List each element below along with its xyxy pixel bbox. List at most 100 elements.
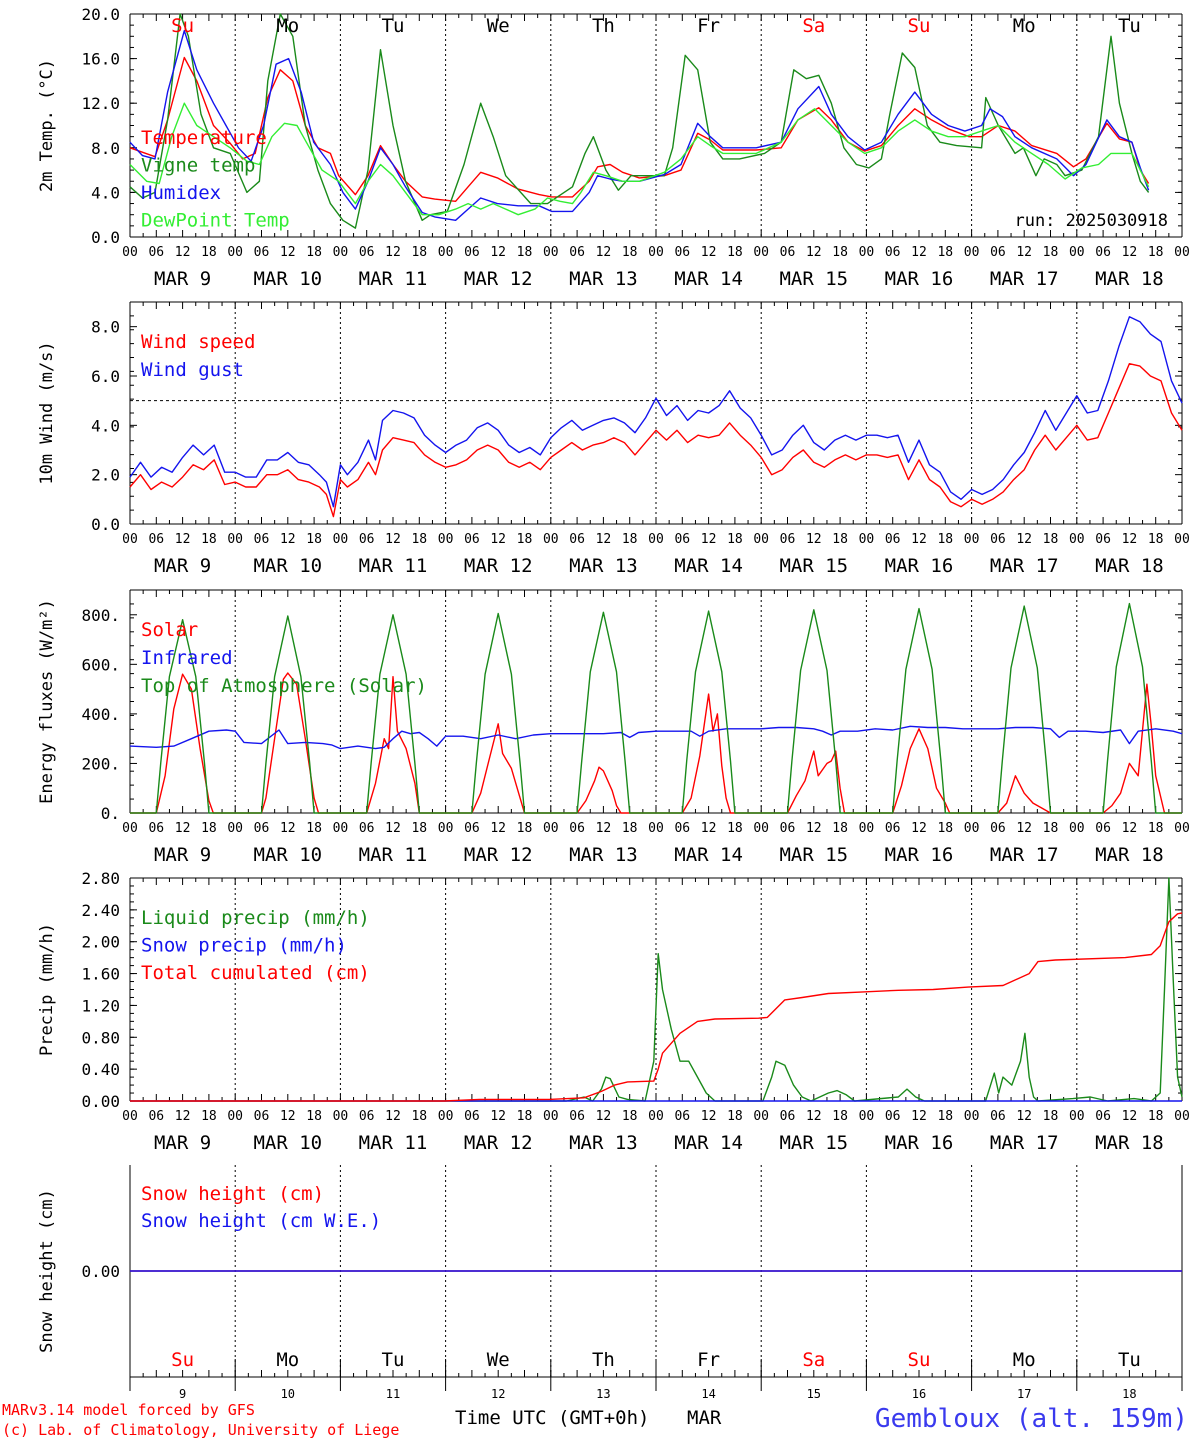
hour-label: 18: [1148, 1109, 1164, 1124]
hour-label: 12: [911, 245, 927, 260]
y-tick-label: 12.0: [81, 94, 120, 113]
hour-label: 12: [1122, 245, 1138, 260]
run-annotation: run: 2025030918: [1014, 211, 1168, 231]
hour-label: 00: [648, 245, 664, 260]
day-label: MAR 9: [154, 1132, 211, 1154]
weekday-label: Su: [171, 15, 194, 37]
y-tick-label: 600.: [81, 655, 120, 674]
weekday-label: Fr: [697, 15, 720, 37]
day-label: MAR 18: [1095, 555, 1164, 577]
hour-label: 18: [306, 245, 322, 260]
hour-label: 06: [569, 1109, 585, 1124]
legend-entry: DewPoint Temp: [141, 210, 290, 232]
day-label: MAR 10: [253, 1132, 322, 1154]
hour-label: 06: [464, 821, 480, 836]
hour-label: 00: [333, 245, 349, 260]
day-label: MAR 10: [253, 844, 322, 866]
hour-label: 12: [280, 821, 296, 836]
hour-label: 06: [990, 245, 1006, 260]
hour-label: 12: [1016, 821, 1032, 836]
credit-model: MARv3.14 model forced by GFS: [2, 1401, 255, 1419]
y-tick-label: 2.00: [81, 933, 120, 952]
hour-label: 00: [964, 245, 980, 260]
hour-label: 00: [1069, 1109, 1085, 1124]
hour-label: 06: [885, 245, 901, 260]
hour-label: 12: [911, 1109, 927, 1124]
hour-label: 06: [990, 1109, 1006, 1124]
y-tick-label: 0.0: [91, 228, 120, 247]
y-tick-label: 20.0: [81, 5, 120, 24]
day-label: MAR 12: [464, 1132, 533, 1154]
day-label: MAR 16: [885, 844, 954, 866]
day-label: MAR 15: [779, 268, 848, 290]
hour-label: 00: [122, 245, 138, 260]
hour-label: 06: [1095, 245, 1111, 260]
day-label: MAR 15: [779, 1132, 848, 1154]
day-label: MAR 11: [359, 844, 428, 866]
hour-label: 18: [306, 1109, 322, 1124]
legend-entry: Wind gust: [141, 359, 244, 381]
day-label: MAR 12: [464, 268, 533, 290]
legend-entry: Wind speed: [141, 331, 255, 353]
hour-label: 00: [964, 532, 980, 547]
hour-label: 06: [359, 1109, 375, 1124]
hour-label: 12: [596, 821, 612, 836]
hour-label: 06: [885, 821, 901, 836]
day-label: MAR 11: [359, 1132, 428, 1154]
day-label: MAR 17: [990, 268, 1059, 290]
hour-label: 06: [674, 532, 690, 547]
hour-label: 06: [780, 821, 796, 836]
weekday-label: Fr: [697, 1349, 720, 1371]
hour-label: 00: [543, 245, 559, 260]
hour-label: 00: [859, 1109, 875, 1124]
day-label: MAR 10: [253, 268, 322, 290]
y-tick-label: 200.: [81, 754, 120, 773]
hour-label: 12: [175, 821, 191, 836]
weekday-label: Sa: [802, 1349, 825, 1371]
hour-label: 00: [438, 245, 454, 260]
hour-label: 06: [359, 821, 375, 836]
day-label: MAR 14: [674, 844, 743, 866]
day-label: MAR 10: [253, 555, 322, 577]
hour-label: 00: [753, 532, 769, 547]
series-line: [129, 30, 1150, 221]
y-tick-label: 4.0: [91, 416, 120, 435]
weekday-label: Th: [592, 15, 615, 37]
y-axis-label: Energy fluxes (W/m²): [37, 599, 57, 804]
y-axis-label: Precip (mm/h): [37, 923, 57, 1056]
y-tick-label: 0.00: [81, 1262, 120, 1281]
hour-label: 18: [411, 821, 427, 836]
hour-label: 12: [280, 532, 296, 547]
hour-label: 00: [753, 1109, 769, 1124]
legend-entry: Infrared: [141, 647, 233, 669]
day-label: MAR 17: [990, 1132, 1059, 1154]
hour-label: 12: [701, 245, 717, 260]
legend-entry: Humidex: [141, 182, 221, 204]
hour-label: 00: [1174, 245, 1190, 260]
series-line: [129, 316, 1183, 508]
hour-label: 18: [937, 245, 953, 260]
hour-label: 18: [411, 245, 427, 260]
series-line: [130, 602, 1182, 814]
panel-5: 0.00 Snow height (cm) Snow height (cm) Snow…: [37, 1165, 1183, 1391]
y-tick-label: 0.40: [81, 1060, 120, 1079]
day-label: MAR 13: [569, 268, 638, 290]
hour-label: 18: [1043, 532, 1059, 547]
day-label: MAR 16: [885, 555, 954, 577]
day-label: MAR 11: [359, 555, 428, 577]
hour-label: 00: [964, 821, 980, 836]
hour-label: 06: [464, 532, 480, 547]
day-label: MAR 13: [569, 1132, 638, 1154]
y-axis-label: Snow height (cm): [37, 1189, 57, 1353]
hour-label: 00: [1174, 1109, 1190, 1124]
hour-label: 12: [280, 1109, 296, 1124]
legend-entry: Snow precip (mm/h): [141, 935, 347, 957]
hour-label: 12: [806, 1109, 822, 1124]
hour-label: 06: [254, 1109, 270, 1124]
day-label: MAR 16: [885, 1132, 954, 1154]
day-number: 9: [179, 1387, 186, 1401]
hour-label: 12: [806, 532, 822, 547]
weekday-label: Tu: [382, 15, 405, 37]
day-label: MAR 17: [990, 555, 1059, 577]
weekday-label: We: [487, 15, 510, 37]
